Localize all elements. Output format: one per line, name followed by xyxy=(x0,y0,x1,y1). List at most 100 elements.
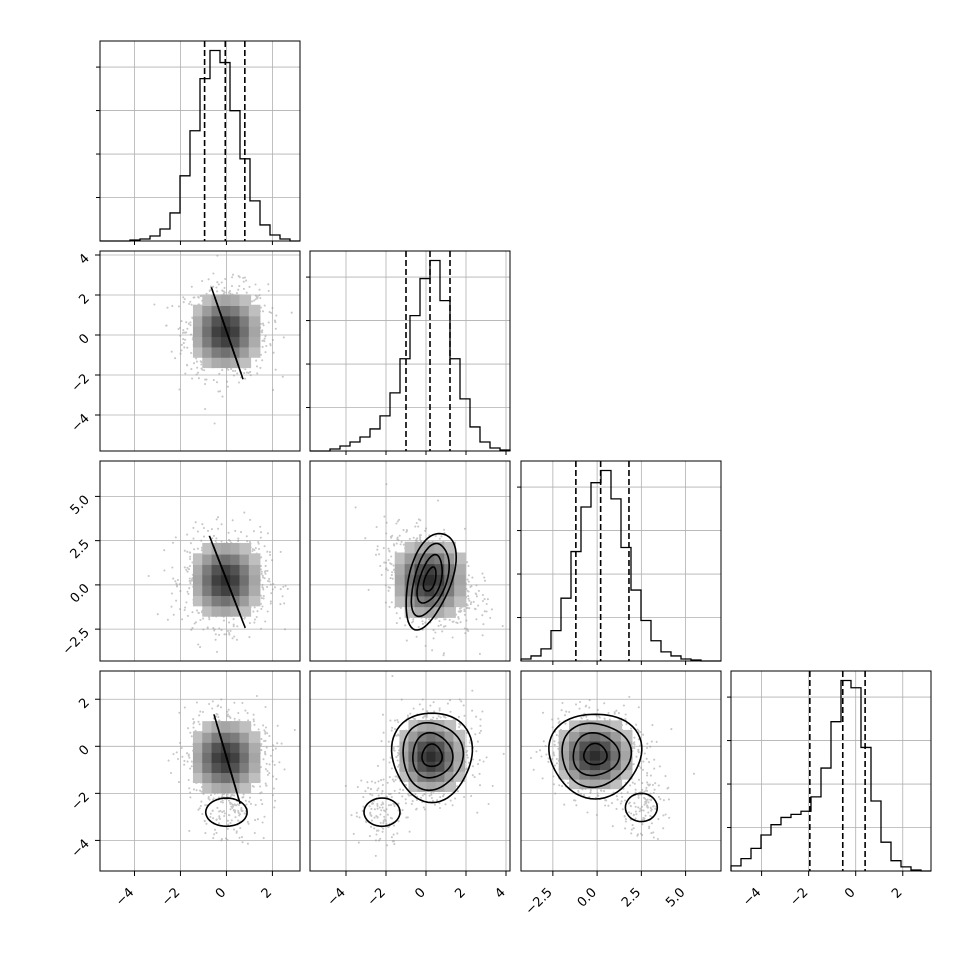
density-cell xyxy=(426,719,439,732)
density-cell xyxy=(239,731,252,743)
density-cell xyxy=(211,574,224,586)
density-cell xyxy=(600,729,612,742)
density-cell xyxy=(239,721,252,733)
density-cell xyxy=(444,584,456,597)
density-cell xyxy=(211,335,224,348)
density-cell xyxy=(239,325,252,338)
density-cell xyxy=(444,750,457,762)
density-cell xyxy=(230,721,242,733)
density-cell xyxy=(239,605,252,617)
density-cell xyxy=(248,563,261,576)
density-cell xyxy=(417,740,430,752)
density-cell xyxy=(610,748,623,761)
density-cell xyxy=(404,584,417,597)
density-cell xyxy=(202,542,214,555)
density-cell xyxy=(192,751,205,763)
x-tick-label: 4 xyxy=(492,885,508,901)
density-cell xyxy=(589,748,602,761)
density-cell xyxy=(230,553,242,565)
density-cell xyxy=(404,552,417,565)
density-cell xyxy=(230,771,242,784)
y-tick-label: 2 xyxy=(76,291,92,307)
density-cell xyxy=(417,719,430,732)
density-cell xyxy=(424,606,437,618)
density-cell xyxy=(454,563,466,575)
density-cell xyxy=(239,542,252,555)
density-cell xyxy=(211,605,224,617)
density-cell xyxy=(220,761,233,773)
contour-line xyxy=(405,532,458,631)
density-cell xyxy=(248,553,261,565)
density-cell xyxy=(589,720,602,732)
density-cell xyxy=(220,741,233,753)
density-cell xyxy=(569,720,581,732)
density-cell xyxy=(424,574,437,586)
density-cell xyxy=(444,770,457,782)
density-cell xyxy=(220,781,233,794)
contour-line xyxy=(421,743,444,768)
density-cell xyxy=(220,335,233,348)
panel-background xyxy=(731,671,931,871)
density-cell xyxy=(202,721,214,733)
density-cell xyxy=(426,770,439,782)
density-cell xyxy=(399,770,412,782)
density-cell xyxy=(192,346,205,358)
density-cell xyxy=(414,606,427,618)
density-cell xyxy=(248,304,261,317)
contour-line xyxy=(204,797,248,828)
panel-content xyxy=(100,251,300,451)
histogram-step xyxy=(730,679,931,872)
panel-frame xyxy=(309,250,511,452)
density-cell xyxy=(230,731,242,743)
contour-line xyxy=(548,713,643,800)
x-tick-label: −2 xyxy=(159,885,183,909)
density-cell xyxy=(192,325,205,338)
density-cell xyxy=(230,605,242,617)
density-cell xyxy=(600,758,612,771)
density-cell xyxy=(453,750,466,762)
density-cell xyxy=(404,541,417,554)
y-tick-label: 2 xyxy=(76,695,92,711)
density-cell xyxy=(202,315,214,327)
density-cell xyxy=(239,594,252,607)
density-cell xyxy=(220,584,233,596)
density-cell xyxy=(202,751,214,763)
density-cell xyxy=(444,552,456,565)
density-cell xyxy=(239,335,252,348)
density-cell xyxy=(248,315,261,327)
panel-background xyxy=(521,461,721,661)
density-cell xyxy=(239,563,252,576)
density-cell xyxy=(211,356,224,369)
density-cell xyxy=(426,740,439,752)
scatter-panel-2-1 xyxy=(99,250,301,452)
density-cell xyxy=(220,304,233,317)
contour-line xyxy=(390,712,474,804)
x-tick-label: 0 xyxy=(213,885,229,901)
density-cell xyxy=(248,761,261,773)
x-tick-label: 2 xyxy=(452,885,468,901)
density-cell xyxy=(239,741,252,753)
density-cell xyxy=(444,719,457,732)
density-cell xyxy=(239,771,252,784)
contour-line xyxy=(222,744,231,769)
scatter-panel-4-2 xyxy=(309,670,511,872)
x-tick-label: 5.0 xyxy=(663,885,688,910)
density-cell xyxy=(579,758,592,771)
density-cell xyxy=(454,574,466,586)
density-cell xyxy=(414,595,427,608)
density-cell xyxy=(414,574,427,586)
density-cell xyxy=(192,335,205,348)
contour-line xyxy=(363,797,401,828)
scatter-panel-3-2 xyxy=(309,460,511,662)
density-cell xyxy=(435,750,448,762)
panel-frame xyxy=(99,670,301,872)
density-cell xyxy=(424,541,437,554)
density-cell xyxy=(230,741,242,753)
y-tick-label: −2 xyxy=(69,790,93,814)
panel-frame xyxy=(99,460,301,662)
density-cell xyxy=(202,356,214,369)
density-cell xyxy=(610,777,623,790)
density-cell xyxy=(220,553,233,565)
y-tick-label: −4 xyxy=(69,837,93,861)
density-cell xyxy=(192,771,205,784)
